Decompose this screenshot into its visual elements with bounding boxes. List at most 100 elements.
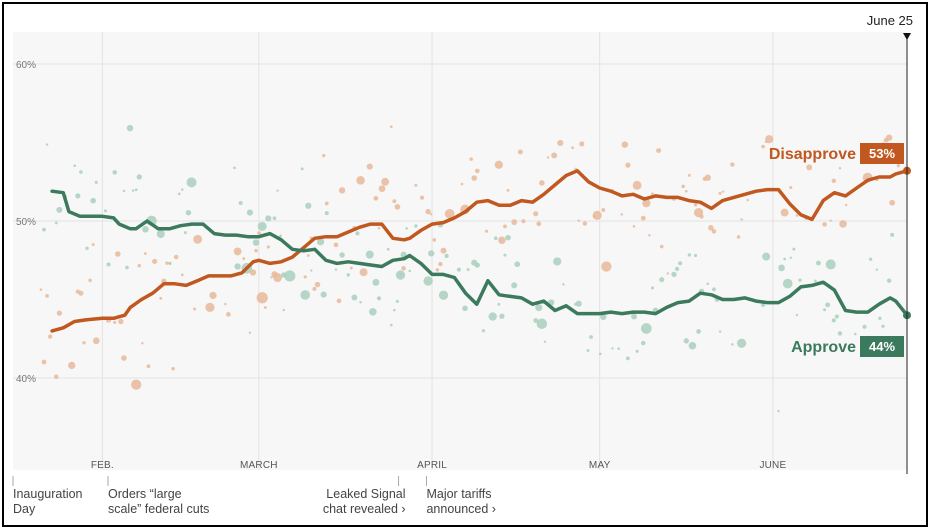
poll-dot — [112, 170, 117, 175]
poll-dot — [462, 305, 468, 312]
month-label: APRIL — [417, 460, 447, 471]
poll-dot — [778, 264, 785, 272]
poll-dot — [708, 225, 714, 231]
poll-dot — [438, 290, 449, 300]
poll-dot — [88, 278, 92, 283]
event-label: Leaked Signal — [326, 487, 405, 501]
y-tick-label: 50% — [16, 217, 36, 228]
poll-dot — [75, 193, 81, 199]
poll-dot — [577, 219, 581, 222]
disapprove-line — [50, 169, 909, 333]
poll-dot — [334, 268, 338, 271]
poll-dot — [617, 347, 620, 350]
poll-dot — [666, 272, 670, 275]
poll-dot — [54, 374, 59, 380]
poll-dot — [432, 238, 437, 242]
poll-dot — [79, 170, 83, 174]
event-label: scale” federal cuts — [108, 502, 209, 516]
poll-dot — [226, 312, 231, 317]
poll-dot — [798, 278, 802, 282]
poll-dot — [168, 261, 172, 265]
poll-dot — [506, 188, 510, 192]
poll-dot — [366, 163, 373, 170]
poll-dot — [306, 254, 310, 257]
poll-dot — [414, 183, 418, 187]
poll-dot — [688, 341, 697, 350]
poll-dot — [205, 302, 215, 313]
poll-dot — [736, 338, 747, 348]
poll-dot — [85, 246, 89, 250]
poll-dot — [878, 316, 882, 320]
poll-dot — [118, 318, 124, 325]
poll-dot — [789, 256, 792, 260]
poll-dot — [425, 208, 431, 215]
poll-dot — [553, 257, 562, 266]
poll-dot — [39, 288, 43, 291]
poll-dot — [373, 195, 379, 201]
poll-dot — [498, 236, 506, 245]
poll-dot — [601, 261, 612, 272]
poll-dot — [177, 192, 181, 196]
poll-dot — [246, 209, 254, 216]
poll-dot — [466, 268, 470, 272]
poll-dot — [142, 226, 149, 233]
poll-dot — [392, 199, 397, 204]
poll-dot — [42, 227, 46, 232]
poll-dot — [631, 313, 638, 320]
poll-dot — [303, 275, 307, 279]
poll-dot — [103, 209, 107, 213]
poll-dot — [533, 318, 539, 323]
poll-dot — [740, 218, 743, 221]
poll-dot — [408, 269, 411, 273]
poll-dot — [54, 221, 58, 225]
approve-badge — [860, 336, 904, 357]
poll-dot — [389, 323, 393, 327]
poll-dot — [875, 268, 879, 271]
current-date-marker-icon — [903, 33, 911, 40]
poll-dot — [193, 307, 197, 311]
poll-dot — [792, 247, 796, 251]
poll-dot — [730, 162, 735, 167]
poll-dot — [712, 287, 716, 292]
poll-dot — [233, 166, 236, 170]
poll-dot — [257, 221, 267, 231]
poll-dot — [423, 276, 433, 286]
poll-dot — [582, 221, 588, 226]
poll-dot — [499, 313, 505, 319]
poll-dot — [419, 195, 425, 200]
poll-dot — [68, 361, 76, 370]
poll-dot — [401, 266, 406, 271]
poll-dot — [696, 329, 701, 334]
poll-dot — [762, 252, 771, 261]
poll-dot — [671, 271, 677, 278]
poll-dot — [838, 167, 842, 170]
poll-dot — [621, 141, 629, 148]
poll-dot — [782, 278, 793, 289]
month-label: MAY — [589, 460, 611, 471]
event-label: Inauguration — [13, 487, 83, 501]
poll-dot — [822, 222, 827, 227]
poll-dot — [395, 270, 406, 280]
poll-dot — [266, 245, 270, 249]
poll-dot — [831, 178, 837, 184]
poll-dot — [389, 125, 393, 129]
poll-dot — [242, 257, 246, 261]
poll-dot — [336, 298, 342, 304]
poll-dot — [834, 314, 839, 319]
poll-dot — [761, 144, 765, 149]
poll-dot — [503, 253, 507, 257]
approval-chart: 40% 50% 60% FEB. MARCH APRIL MAY JUNE June 25 Dis… — [12, 13, 913, 516]
poll-dot — [896, 163, 901, 168]
poll-dot — [488, 312, 497, 321]
poll-dot — [234, 263, 241, 270]
y-tick-label: 40% — [16, 374, 36, 385]
poll-dot — [137, 264, 141, 268]
poll-dot — [620, 213, 624, 216]
poll-dot — [305, 202, 312, 209]
poll-dot — [333, 242, 339, 248]
poll-dot — [706, 282, 710, 286]
poll-dot — [316, 238, 325, 246]
poll-dot — [394, 204, 401, 210]
poll-dot — [165, 261, 169, 265]
